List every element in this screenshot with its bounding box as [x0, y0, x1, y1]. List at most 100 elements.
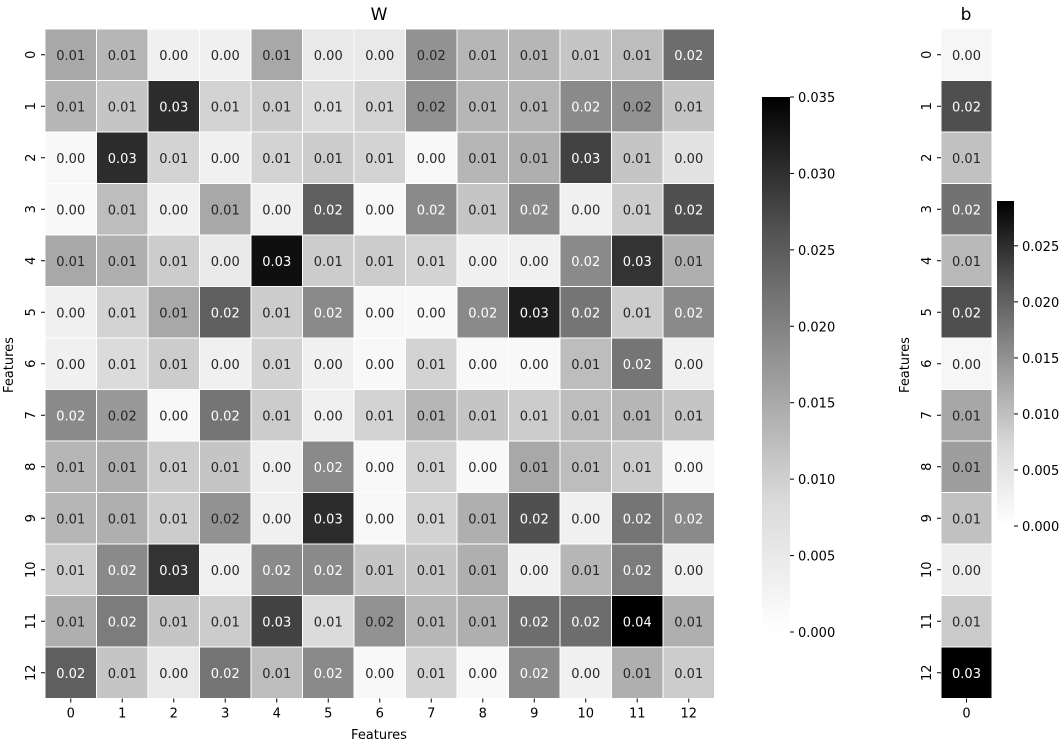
w-cell — [662, 286, 715, 339]
w-cell — [199, 80, 252, 133]
b-cell-label: 0.01 — [952, 461, 981, 476]
w-colorbar-tick-label: 0.025 — [798, 244, 835, 259]
w-cell — [662, 131, 715, 184]
w-cell — [250, 337, 303, 390]
w-x-axis-label: Features — [351, 728, 407, 743]
w-colorbar-tick-label: 0.015 — [798, 397, 835, 412]
w-y-tick-label: 9 — [24, 514, 39, 522]
w-cell — [508, 646, 561, 699]
b-y-tick-label: 1 — [920, 102, 935, 110]
w-cell-label: 0.00 — [159, 49, 188, 64]
w-cell-label: 0.03 — [262, 255, 291, 270]
w-cell — [353, 80, 406, 133]
w-cell-label: 0.00 — [520, 564, 549, 579]
w-cell-label: 0.01 — [314, 100, 343, 115]
w-cell-label: 0.01 — [571, 358, 600, 373]
w-cell-label: 0.01 — [108, 100, 137, 115]
w-cell-label: 0.02 — [262, 564, 291, 579]
w-cell — [662, 183, 715, 236]
b-y-tick-label: 5 — [920, 308, 935, 316]
w-cell-label: 0.02 — [417, 203, 446, 218]
w-cell — [44, 131, 97, 184]
b-x-tick-label: 0 — [962, 707, 970, 722]
w-cell-label: 0.00 — [520, 358, 549, 373]
b-y-axis-label: Features — [898, 337, 913, 393]
w-cell-label: 0.03 — [108, 152, 137, 167]
w-cell-label: 0.01 — [365, 255, 394, 270]
w-cell-label: 0.02 — [520, 615, 549, 630]
w-cell — [250, 131, 303, 184]
w-cell-label: 0.01 — [417, 461, 446, 476]
b-cell-label: 0.00 — [952, 564, 981, 579]
w-cell — [96, 234, 149, 287]
w-cell-label: 0.01 — [108, 358, 137, 373]
w-cell-label: 0.02 — [211, 409, 240, 424]
w-cell — [559, 595, 612, 648]
w-cell-label: 0.01 — [159, 512, 188, 527]
w-cell-label: 0.00 — [417, 152, 446, 167]
w-cell-label: 0.01 — [468, 203, 497, 218]
w-cell-label: 0.01 — [674, 100, 703, 115]
w-cell — [662, 389, 715, 442]
w-cell — [559, 440, 612, 493]
w-y-tick-label: 6 — [24, 360, 39, 368]
w-cell-label: 0.01 — [623, 152, 652, 167]
w-cell-label: 0.01 — [262, 49, 291, 64]
w-x-tick-label: 4 — [273, 707, 281, 722]
w-cell — [44, 80, 97, 133]
w-cell — [199, 286, 252, 339]
w-x-tick-label: 12 — [680, 707, 697, 722]
w-cell-label: 0.02 — [520, 667, 549, 682]
w-cell — [302, 183, 355, 236]
b-y-tick-label: 12 — [920, 664, 935, 681]
w-cell-label: 0.01 — [417, 564, 446, 579]
w-x-ticks: 0 1 2 3 4 5 6 7 8 9 10 11 12 — [67, 698, 697, 722]
b-title: b — [961, 5, 972, 25]
w-cell-label: 0.01 — [108, 512, 137, 527]
w-cell — [199, 440, 252, 493]
w-cell — [147, 80, 200, 133]
w-cell — [302, 646, 355, 699]
w-y-tick-label: 11 — [24, 613, 39, 630]
w-x-tick-label: 8 — [479, 707, 487, 722]
w-cell — [508, 286, 561, 339]
w-cell — [353, 595, 406, 648]
w-cell — [508, 80, 561, 133]
w-cell-label: 0.03 — [623, 255, 652, 270]
w-cell — [405, 80, 458, 133]
w-cell-label: 0.01 — [674, 409, 703, 424]
w-cell — [302, 389, 355, 442]
w-cell-label: 0.01 — [211, 100, 240, 115]
w-cell — [353, 389, 406, 442]
w-cell — [456, 595, 509, 648]
w-cell-label: 0.01 — [159, 306, 188, 321]
b-cell — [940, 234, 993, 287]
w-cell — [199, 389, 252, 442]
b-y-tick-label: 8 — [920, 463, 935, 471]
w-cell — [44, 543, 97, 596]
w-cell-label: 0.02 — [108, 615, 137, 630]
b-x-ticks: 0 — [962, 698, 971, 722]
w-cell-label: 0.01 — [571, 461, 600, 476]
b-colorbar-tick-label: 0.020 — [1022, 296, 1059, 311]
w-cell-label: 0.01 — [365, 409, 394, 424]
w-cell — [559, 286, 612, 339]
w-cell-label: 0.01 — [623, 49, 652, 64]
w-cell-label: 0.01 — [159, 461, 188, 476]
w-cell-label: 0.00 — [365, 667, 394, 682]
w-cell — [662, 595, 715, 648]
w-cell — [611, 183, 664, 236]
b-colorbar-ticks: 0.000 0.005 0.010 0.015 0.020 0.025 — [1014, 240, 1059, 535]
b-cell-label: 0.02 — [952, 203, 981, 218]
w-y-tick-label: 2 — [24, 154, 39, 162]
w-x-tick-label: 10 — [577, 707, 594, 722]
b-heatmap-cells: 0.00 0.02 0.01 0.02 0.01 0.02 0.00 0.01 0.01 0.01… — [940, 28, 993, 699]
w-cell-label: 0.00 — [674, 358, 703, 373]
w-cell-label: 0.02 — [520, 512, 549, 527]
w-cell-label: 0.01 — [520, 152, 549, 167]
w-cell-label: 0.02 — [417, 49, 446, 64]
w-y-tick-label: 0 — [24, 51, 39, 59]
w-cell-label: 0.02 — [468, 306, 497, 321]
b-cell — [940, 595, 993, 648]
